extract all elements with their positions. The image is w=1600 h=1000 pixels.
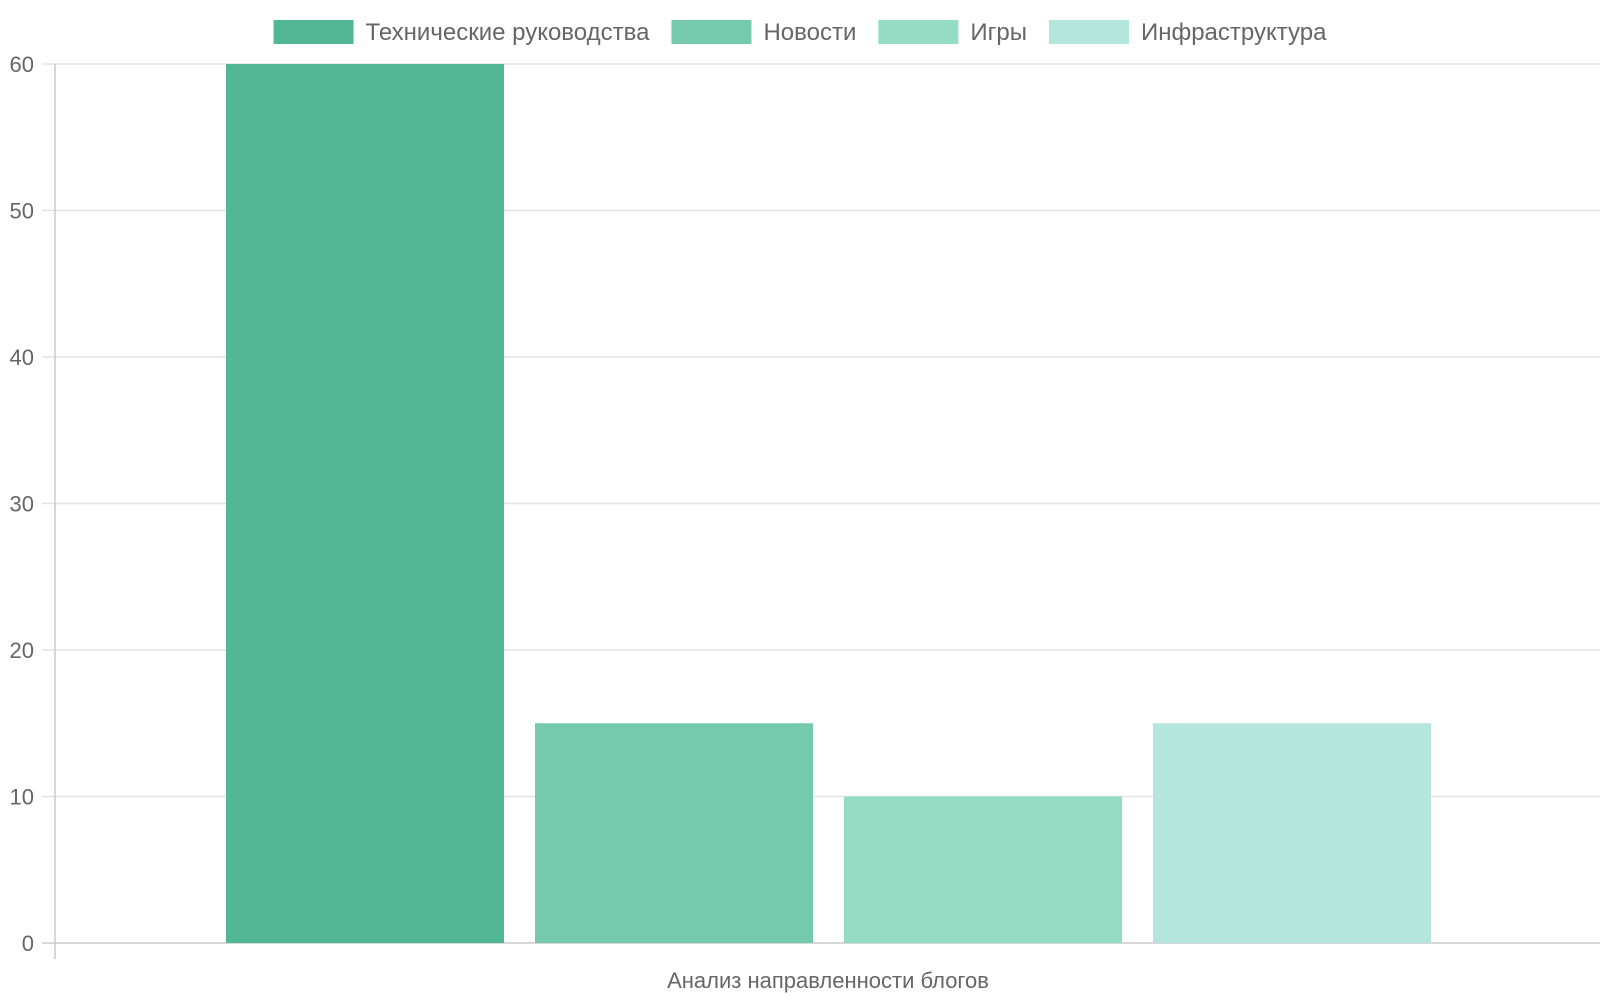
legend-item[interactable]: Игры [878, 19, 1027, 46]
legend-swatch [671, 20, 752, 44]
y-tick-label: 0 [22, 931, 34, 956]
legend-item[interactable]: Инфраструктура [1048, 19, 1327, 46]
chart-legend: Технические руководства Новости Игры Инфрас… [273, 19, 1327, 46]
legend-item[interactable]: Технические руководства [273, 19, 651, 46]
legend-label: Инфраструктура [1141, 19, 1327, 46]
legend-label: Новости [763, 19, 856, 46]
y-axis: 0 10 20 30 40 50 60 [10, 52, 56, 959]
y-tick-label: 10 [10, 785, 34, 810]
legend-item[interactable]: Новости [671, 19, 856, 46]
x-axis: Анализ направленности блогов [667, 968, 989, 993]
y-tick-label: 50 [10, 199, 34, 224]
y-tick-label: 30 [10, 492, 34, 517]
y-tick-label: 40 [10, 345, 34, 370]
x-category-label: Анализ направленности блогов [667, 968, 989, 993]
bar-1[interactable] [226, 64, 504, 943]
legend-label: Игры [970, 19, 1027, 46]
bar-4[interactable] [1153, 723, 1431, 943]
legend-label: Технические руководства [366, 19, 651, 46]
legend-swatch [1048, 20, 1129, 44]
legend-swatch [878, 20, 959, 44]
y-tick-label: 20 [10, 638, 34, 663]
legend-swatch [273, 20, 354, 44]
y-tick-label: 60 [10, 52, 34, 77]
bar-2[interactable] [535, 723, 813, 943]
bar-3[interactable] [844, 796, 1122, 944]
bar-series [226, 64, 1431, 943]
